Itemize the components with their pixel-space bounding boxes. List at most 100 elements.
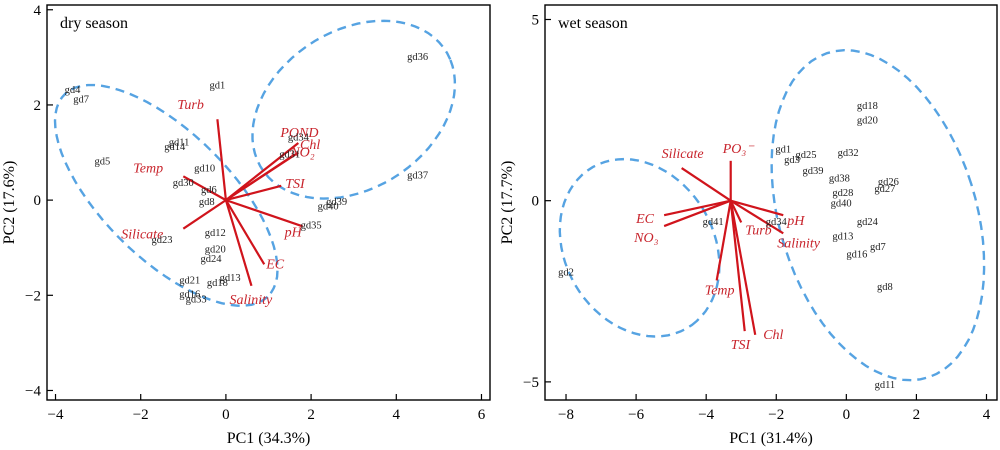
point-label-gd13: gd13 [220, 273, 241, 284]
x-tick-label: −8 [558, 407, 574, 423]
vector-label-ec: EC [635, 212, 655, 227]
point-label-gd35: gd35 [301, 221, 322, 232]
point-label-gd16: gd16 [179, 290, 200, 301]
point-label-gd18: gd18 [207, 278, 228, 289]
point-label-gd40: gd40 [831, 199, 852, 210]
vector-tsi [729, 200, 746, 332]
x-tick-label: 0 [843, 407, 851, 423]
vector-label-silicate: Silicate [662, 147, 704, 162]
vector-label-chl: Chl [763, 328, 783, 343]
vector-label-salinity: Salinity [229, 293, 273, 308]
vector-temp [715, 200, 732, 281]
point-label-gd5: gd5 [95, 156, 111, 167]
point-label-gd37: gd37 [407, 171, 428, 182]
x-tick-label: −2 [768, 407, 784, 423]
point-label-gd4: gd4 [65, 85, 82, 96]
group-ellipse-1 [558, 157, 721, 338]
y-tick-label: −5 [523, 375, 539, 391]
point-label-gd24: gd24 [200, 254, 222, 265]
group-ellipse-2 [251, 19, 457, 200]
point-label-gd2: gd2 [558, 268, 574, 279]
vector-label-turb: Turb [177, 98, 203, 113]
point-label-gd26: gd26 [878, 177, 899, 188]
point-label-gd7: gd7 [870, 242, 886, 253]
point-label-gd8: gd8 [199, 197, 215, 208]
vector-silicate [681, 167, 732, 202]
vector-chl [225, 153, 295, 202]
point-label-gd1: gd1 [775, 144, 791, 155]
point-label-gd27: gd27 [874, 184, 895, 195]
vector-silicate [182, 199, 227, 230]
point-label-gd36: gd36 [407, 52, 428, 63]
point-label-gd24: gd24 [857, 217, 879, 228]
vector-turb [216, 119, 227, 201]
vector-salinity [224, 199, 253, 287]
x-tick-label: −4 [698, 407, 714, 423]
y-axis-title: PC2 (17.6%) [1, 161, 18, 245]
point-label-gd41: gd41 [703, 217, 724, 228]
point-label-gd14: gd14 [164, 142, 186, 153]
x-tick-label: −2 [133, 407, 149, 423]
x-axis-title: PC1 (34.3%) [227, 430, 311, 447]
vector-pond [225, 142, 299, 201]
y-tick-label: −4 [25, 383, 41, 399]
point-label-gd32: gd32 [838, 148, 859, 159]
vector-label-no3: NO₃ [633, 231, 658, 246]
x-tick-label: 0 [222, 407, 230, 423]
vector-ph [225, 199, 303, 228]
x-tick-label: −6 [628, 407, 644, 423]
plot-frame [544, 4, 998, 401]
vector-label-po3: PO₃⁻ [722, 142, 756, 157]
group-ellipse-1 [53, 83, 279, 307]
y-tick-label: 4 [34, 3, 42, 19]
x-tick-label: 4 [393, 407, 401, 423]
group-ellipse-2 [770, 48, 986, 382]
vector-label-pond: POND [279, 126, 318, 141]
point-label-gd3: gd3 [784, 155, 800, 166]
x-tick-label: 2 [307, 407, 315, 423]
point-label-gd33: gd33 [186, 294, 207, 305]
vector-ec [224, 199, 266, 265]
point-label-gd7: gd7 [73, 95, 89, 106]
x-axis-title: PC1 (31.4%) [729, 430, 813, 447]
vector-label-temp: Temp [705, 283, 735, 298]
panel-title: dry season [60, 15, 128, 32]
vector-label-turb: Turb [745, 223, 771, 238]
vector-label-tsi: TSI [731, 338, 752, 353]
point-label-gd16: gd16 [846, 249, 867, 260]
point-label-gd38: gd38 [829, 173, 850, 184]
vector-label-no2: NO₂ [289, 146, 314, 161]
x-tick-label: 2 [913, 407, 921, 423]
vector-label-tsi: TSI [285, 177, 306, 192]
vector-ph [730, 199, 784, 217]
vector-chl [729, 200, 757, 335]
point-label-gd11: gd11 [875, 380, 896, 391]
vector-label-salinity: Salinity [777, 236, 821, 251]
point-label-gd18: gd18 [857, 101, 878, 112]
y-tick-label: 2 [34, 98, 42, 114]
point-label-gd39: gd39 [803, 166, 824, 177]
point-label-gd13: gd13 [832, 231, 853, 242]
x-tick-label: 6 [478, 407, 486, 423]
point-label-gd39: gd39 [326, 197, 347, 208]
point-label-gd12: gd12 [205, 228, 226, 239]
x-tick-label: 4 [983, 407, 991, 423]
point-label-gd34: gd34 [288, 133, 310, 144]
y-axis-title: PC2 (17.7%) [499, 161, 516, 245]
point-label-gd31: gd31 [279, 149, 300, 160]
point-label-gd11: gd11 [169, 137, 190, 148]
point-label-gd23: gd23 [152, 235, 173, 246]
vector-tsi [225, 184, 282, 202]
point-label-gd10: gd10 [194, 164, 215, 175]
y-tick-label: 5 [532, 12, 540, 28]
point-label-gd20: gd20 [857, 115, 878, 126]
vector-label-ec: EC [265, 257, 285, 272]
point-label-gd1: gd1 [210, 80, 226, 91]
vector-label-ph: pH [786, 214, 805, 229]
plot-frame [46, 4, 491, 401]
x-tick-label: −4 [48, 407, 64, 423]
vector-label-silicate: Silicate [121, 228, 163, 243]
